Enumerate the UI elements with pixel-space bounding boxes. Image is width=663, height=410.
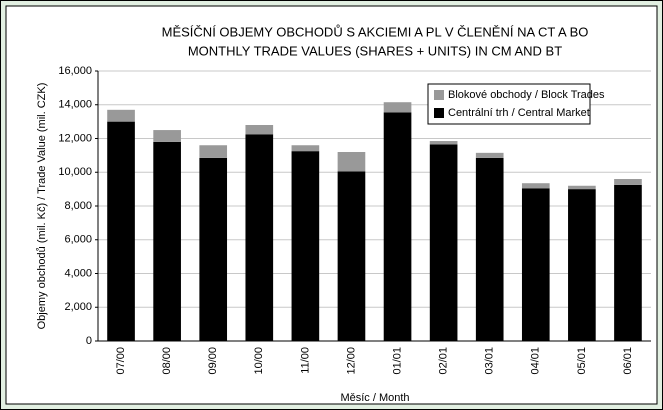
bar-segment [568, 189, 596, 341]
bar-segment [245, 134, 274, 341]
bar-segment [291, 151, 320, 341]
y-axis-label: Objemy obchodů (mil. Kč) / Trade Value (… [36, 83, 48, 330]
bar-segment [429, 141, 458, 145]
x-axis-label: Měsíc / Month [340, 392, 409, 404]
x-tick-label: 03/01 [484, 347, 496, 375]
bar-segment [568, 185, 596, 190]
legend-swatch [434, 108, 444, 118]
bar-segment [429, 144, 458, 341]
bar-segment [337, 152, 366, 172]
y-tick-label: 12,000 [58, 132, 92, 144]
x-tick-label: 08/00 [161, 347, 173, 375]
bar-segment [614, 184, 642, 341]
bar-segment [383, 112, 412, 341]
bar-segment [107, 121, 135, 341]
bar-segment [107, 109, 135, 122]
y-tick-label: 0 [86, 335, 92, 347]
x-tick-label: 12/00 [345, 347, 357, 375]
x-tick-label: 07/00 [115, 347, 127, 375]
x-tick-label: 10/00 [253, 347, 265, 375]
y-tick-label: 16,000 [58, 65, 92, 77]
chart-title: MĚSÍČNÍ OBJEMY OBCHODŮ S AKCIEMI A PL V … [162, 24, 589, 39]
chart-subtitle: MONTHLY TRADE VALUES (SHARES + UNITS) IN… [188, 43, 562, 58]
x-tick-label: 05/01 [576, 347, 588, 375]
x-tick-label: 06/01 [622, 347, 634, 375]
y-tick-label: 8,000 [64, 200, 92, 212]
y-tick-label: 4,000 [64, 267, 92, 279]
bar-segment [614, 179, 642, 185]
x-tick-label: 09/00 [207, 347, 219, 375]
legend-label: Blokové obchody / Block Trades [448, 89, 605, 101]
bar-segment [383, 102, 412, 113]
bar-segment [199, 157, 228, 341]
legend-box [427, 83, 591, 125]
bar-segment [199, 145, 228, 158]
bar-segment [521, 188, 550, 341]
x-tick-label: 11/00 [299, 347, 311, 374]
bar-segment [475, 152, 504, 158]
bar-segment [245, 125, 274, 135]
bar-segment [291, 145, 320, 152]
bar-segment [153, 141, 181, 341]
legend-label: Centrální trh / Central Market [448, 107, 590, 119]
y-tick-label: 2,000 [64, 301, 92, 313]
x-tick-label: 02/01 [438, 347, 450, 375]
x-tick-label: 04/01 [530, 347, 542, 375]
bar-segment [337, 171, 366, 341]
y-tick-label: 6,000 [64, 234, 92, 246]
y-tick-label: 10,000 [58, 166, 92, 178]
bar-segment [475, 157, 504, 341]
x-tick-label: 01/01 [391, 347, 403, 375]
bar-segment [153, 130, 181, 142]
chart-area [5, 5, 658, 405]
y-tick-label: 14,000 [58, 99, 92, 111]
legend-swatch [434, 90, 444, 100]
bar-segment [521, 183, 550, 189]
